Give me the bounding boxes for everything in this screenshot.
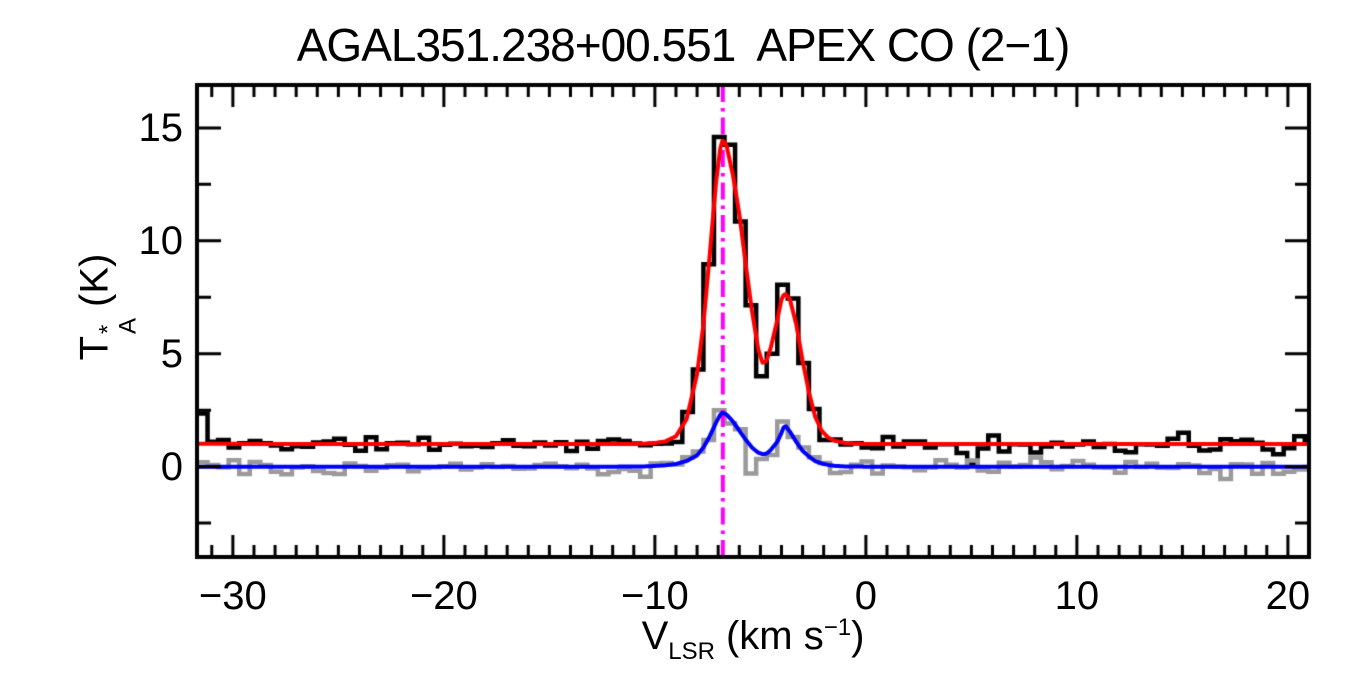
x-tick-label: −30 <box>198 574 267 618</box>
plot-title: AGAL351.238+00.551 APEX CO (2−1) <box>296 19 1071 71</box>
x-axis-label-symbol: V <box>641 614 669 658</box>
y-axis-label-symbol: T <box>72 335 117 361</box>
x-axis-label-subscript: LSR <box>668 638 715 665</box>
x-axis-unit-close: ) <box>851 614 865 658</box>
y-axis-label-unit: (K) <box>72 253 117 307</box>
y-tick-label: 15 <box>138 105 184 150</box>
y-tick-label: 10 <box>138 218 184 263</box>
x-axis-unit-superscript: −1 <box>823 614 852 641</box>
x-tick-label: −10 <box>620 574 689 618</box>
y-axis-label-supsub: * A <box>95 317 142 334</box>
x-tick-label: 10 <box>1054 574 1100 618</box>
x-tick-label: 0 <box>854 574 877 618</box>
x-axis-label: VLSR (km s−1) <box>642 614 865 666</box>
y-axis-label-subscript: A <box>115 317 142 334</box>
x-tick-label: −20 <box>409 574 478 618</box>
y-axis-label: T * A (K) <box>72 253 142 361</box>
x-axis-unit-open: (km s <box>725 614 824 658</box>
y-tick-label: 0 <box>160 444 183 489</box>
x-tick-label: 20 <box>1265 574 1311 618</box>
y-tick-label: 5 <box>160 331 183 376</box>
